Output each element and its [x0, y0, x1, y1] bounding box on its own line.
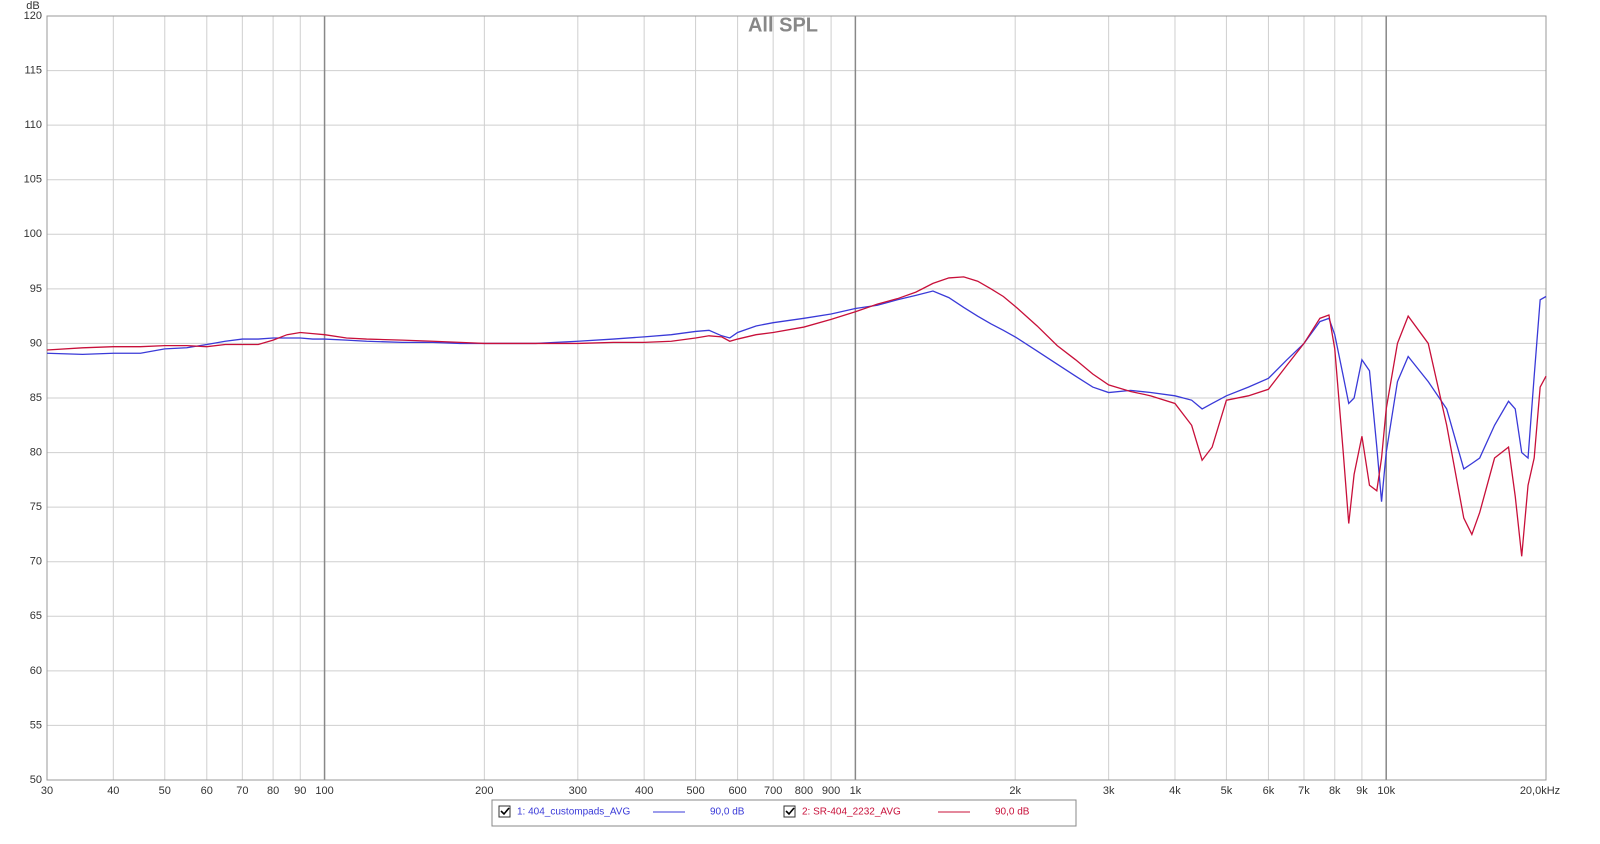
- y-tick-label: 60: [30, 665, 42, 677]
- x-tick-label: 40: [107, 785, 119, 797]
- chart-title: All SPL: [748, 14, 818, 36]
- y-tick-label: 90: [30, 337, 42, 349]
- legend-label: 1: 404_custompads_AVG: [517, 807, 630, 818]
- y-tick-label: 85: [30, 392, 42, 404]
- y-tick-label: 120: [24, 10, 42, 22]
- x-tick-label: 100: [315, 785, 333, 797]
- x-tick-label: 900: [822, 785, 840, 797]
- x-tick-label: 300: [569, 785, 587, 797]
- y-tick-label: 75: [30, 501, 42, 513]
- x-tick-label: 90: [294, 785, 306, 797]
- x-tick-label: 7k: [1298, 785, 1310, 797]
- x-tick-label: 500: [686, 785, 704, 797]
- y-tick-label: 100: [24, 228, 42, 240]
- y-tick-label: 55: [30, 719, 42, 731]
- x-tick-label: 3k: [1103, 785, 1115, 797]
- x-tick-label: 2k: [1009, 785, 1021, 797]
- x-tick-label: 200: [475, 785, 493, 797]
- x-tick-label: 600: [728, 785, 746, 797]
- legend-value: 90,0 dB: [995, 807, 1030, 818]
- x-tick-label: 9k: [1356, 785, 1368, 797]
- legend-value: 90,0 dB: [710, 807, 745, 818]
- y-tick-label: 70: [30, 556, 42, 568]
- x-tick-label: 400: [635, 785, 653, 797]
- y-tick-label: 105: [24, 174, 42, 186]
- x-tick-label: 10k: [1377, 785, 1395, 797]
- x-tick-label: 4k: [1169, 785, 1181, 797]
- y-tick-label: 95: [30, 283, 42, 295]
- x-tick-label: 50: [159, 785, 171, 797]
- x-tick-label: 1k: [850, 785, 862, 797]
- x-tick-label: 80: [267, 785, 279, 797]
- lines: [46, 276, 1547, 557]
- x-tick-label: 700: [764, 785, 782, 797]
- y-tick-label: 80: [30, 446, 42, 458]
- legend-label: 2: SR-404_2232_AVG: [802, 807, 901, 818]
- x-tick-label: 20,0kHz: [1520, 785, 1560, 797]
- x-tick-label: 6k: [1263, 785, 1275, 797]
- check: [785, 807, 795, 816]
- y-tick-label: 115: [24, 64, 42, 76]
- y-tick-label: 65: [30, 610, 42, 622]
- checkbox[interactable]: [783, 805, 796, 818]
- y-tick-label: 110: [24, 119, 42, 131]
- grid: [46, 15, 1547, 781]
- x-tick-label: 70: [236, 785, 248, 797]
- checkbox[interactable]: [498, 805, 511, 818]
- x-tick-label: 5k: [1221, 785, 1233, 797]
- x-tick-label: 60: [201, 785, 213, 797]
- x-tick-label: 800: [795, 785, 813, 797]
- check: [500, 807, 510, 816]
- data-line: [46, 290, 1547, 502]
- legend: 1: 404_custompads_AVG 90,0 dB 2: SR-404_…: [491, 799, 1077, 827]
- y-tick-label: 50: [30, 774, 42, 786]
- x-tick-label: 30: [41, 785, 53, 797]
- data-line: [46, 276, 1547, 557]
- plot-frame: [46, 15, 1547, 781]
- x-tick-label: 8k: [1329, 785, 1341, 797]
- y-axis-label: dB: [26, 0, 39, 12]
